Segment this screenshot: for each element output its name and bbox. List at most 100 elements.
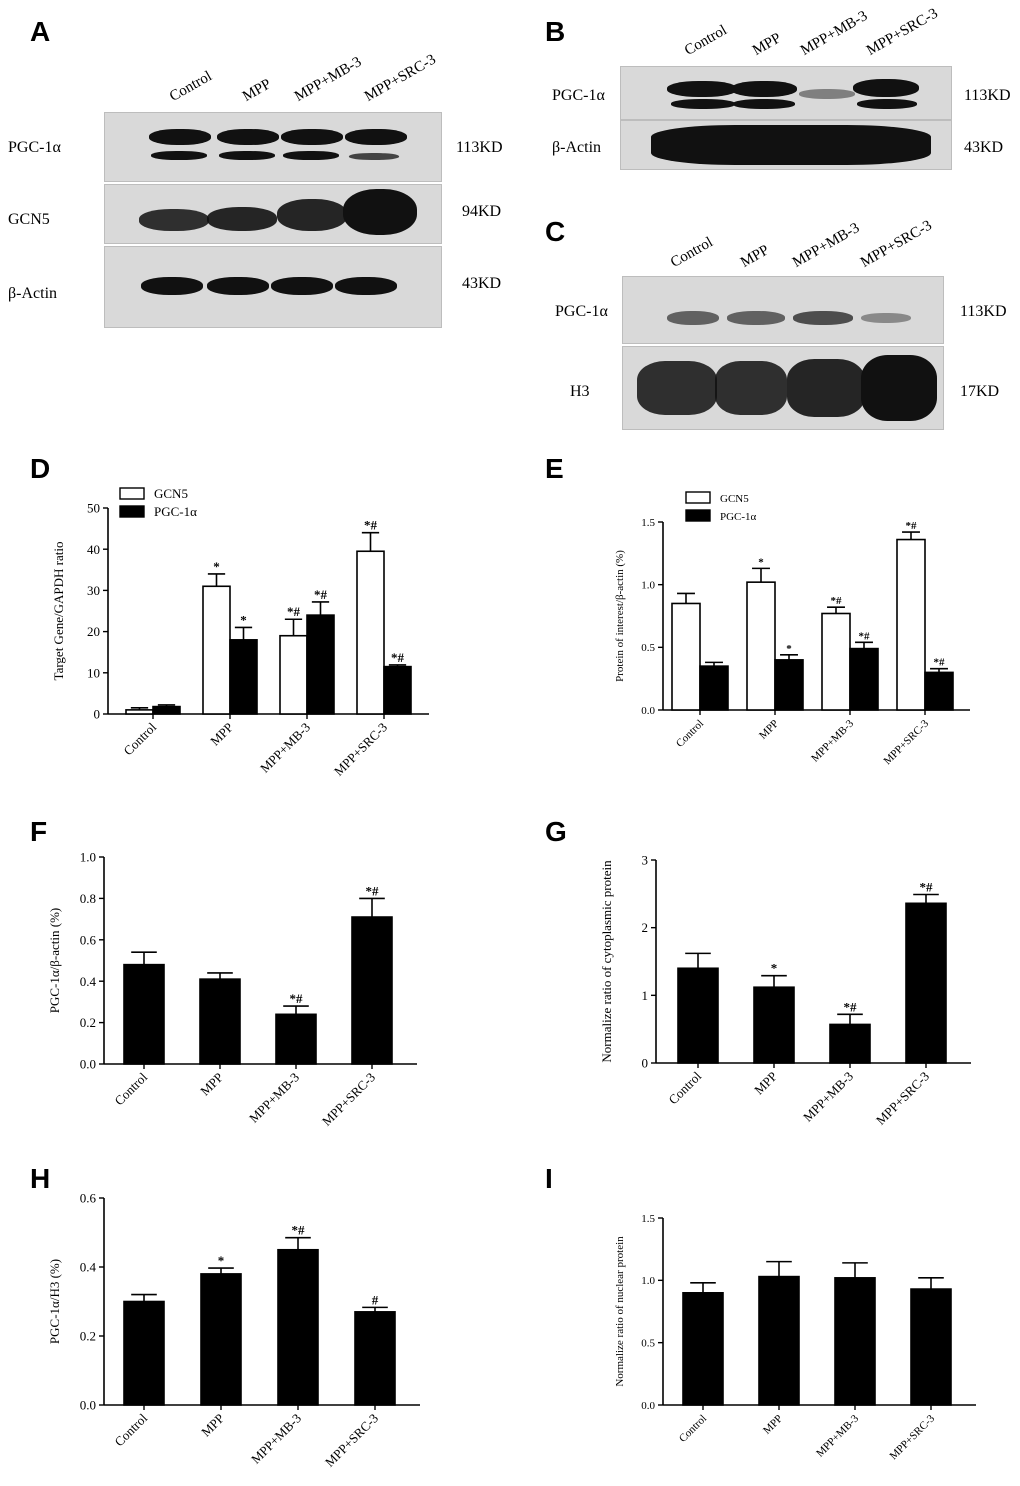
bar [677,967,719,1064]
blot-a-strip-pgc1a [104,112,442,182]
y-tick-label: 0.0 [80,1057,96,1072]
y-tick-label: 0.5 [641,642,655,654]
y-tick-label: 2 [642,920,649,935]
bar [746,581,776,711]
bar [753,986,795,1064]
blot-b-size-113kd: 113KD [964,87,1011,104]
bar [758,1275,800,1406]
bar-chart-h: 0.0 0.2 0.4 0.6 PGC-1α/H3 (%) Control MPP MPP+M… [47,1191,420,1470]
bar [125,709,154,715]
blot-c-label-h3: H3 [570,383,590,400]
x-tick-label: MPP [207,720,236,749]
bar [354,1311,396,1406]
x-tick-label: Control [111,1410,150,1449]
y-tick-label: 1.0 [641,580,655,592]
y-tick-label: 10 [87,665,100,680]
y-tick-label: 0.2 [80,1329,96,1344]
y-tick-label: 0.0 [641,705,655,717]
bar [896,538,926,711]
blot-band [727,311,785,325]
blot-a-strip-actin [104,246,442,328]
y-tick-label: 0.5 [641,1338,655,1350]
panel-label-d: D [30,453,51,484]
bar [821,612,851,711]
blot-band [219,151,275,160]
x-tick-label: MPP+MB-3 [257,720,313,776]
y-tick-label: 0.0 [80,1398,96,1413]
significance-mark: *# [290,991,304,1006]
y-tick-label: 1.5 [641,1213,655,1225]
blot-b-size-43kd: 43KD [964,139,1004,156]
y-tick-label: 0.8 [80,891,96,906]
x-tick-label: MPP [198,1411,227,1440]
bar [152,705,181,715]
legend-label: GCN5 [154,486,188,501]
bar [671,602,701,711]
blot-band [667,311,719,325]
bar [849,647,879,711]
y-axis-title: PGC-1α/β-actin (%) [47,908,62,1014]
blot-band [151,151,207,160]
bar [699,665,729,711]
blot-a-size-43kd: 43KD [462,275,502,292]
panel-label-b: B [545,16,566,47]
x-tick-label: MPP+MB-3 [800,1069,856,1125]
x-tick-label: MPP+MB-3 [248,1411,304,1467]
bar [306,614,335,715]
y-tick-label: 0.4 [80,974,97,989]
significance-mark: *# [314,587,328,602]
bar [229,639,258,715]
blot-band [667,81,737,97]
blot-band [271,277,333,295]
x-tick-label: Control [111,1069,150,1108]
legend-swatch [685,491,711,504]
y-tick-label: 0.4 [80,1260,97,1275]
significance-mark: *# [859,630,871,642]
x-tick-label: MPP+SRC-3 [319,1070,378,1129]
blot-b-label-pgc1a: PGC-1α [552,87,605,104]
blot-c-strip-h3 [622,346,944,430]
blot-band [281,129,343,145]
blot-band [217,129,279,145]
x-tick-label: MPP+SRC-3 [887,1412,937,1462]
bar [905,902,947,1064]
significance-mark: *# [906,520,918,532]
significance-mark: *# [364,518,378,533]
x-tick-label: MPP [197,1070,226,1099]
bar [202,585,231,715]
y-tick-label: 30 [87,583,100,598]
significance-mark: *# [920,880,934,895]
blot-a-label-gcn5: GCN5 [8,211,50,228]
y-tick-label: 0 [94,707,101,722]
significance-mark: *# [287,604,301,619]
bar [910,1288,952,1406]
blot-band [861,355,937,421]
blot-c-size-113kd: 113KD [960,303,1007,320]
bar [356,550,385,715]
bar [277,1248,319,1406]
x-tick-label: MPP+SRC-3 [881,717,931,767]
blot-band [207,277,269,295]
panel-label-i: I [545,1163,553,1194]
significance-mark: *# [391,650,405,665]
significance-mark: *# [831,595,843,607]
significance-mark: *# [366,883,380,898]
panel-label-c: C [545,216,566,247]
blot-band [277,199,347,231]
blot-band [637,361,717,415]
x-tick-label: MPP+MB-3 [814,1412,861,1459]
blot-a-label-actin: β-Actin [8,285,58,302]
legend-label: PGC-1α [154,504,197,519]
x-tick-label: MPP [761,1413,785,1437]
x-tick-label: Control [674,718,706,750]
blot-band [141,277,203,295]
x-tick-label: MPP+SRC-3 [873,1069,932,1128]
significance-mark: * [771,961,778,976]
legend-label: GCN5 [720,493,749,505]
bar [834,1277,876,1406]
bar [774,659,804,711]
bar [199,978,241,1065]
y-tick-label: 1.0 [641,1275,655,1287]
x-tick-label: MPP+MB-3 [809,717,856,764]
x-tick-label: MPP [751,1069,780,1098]
